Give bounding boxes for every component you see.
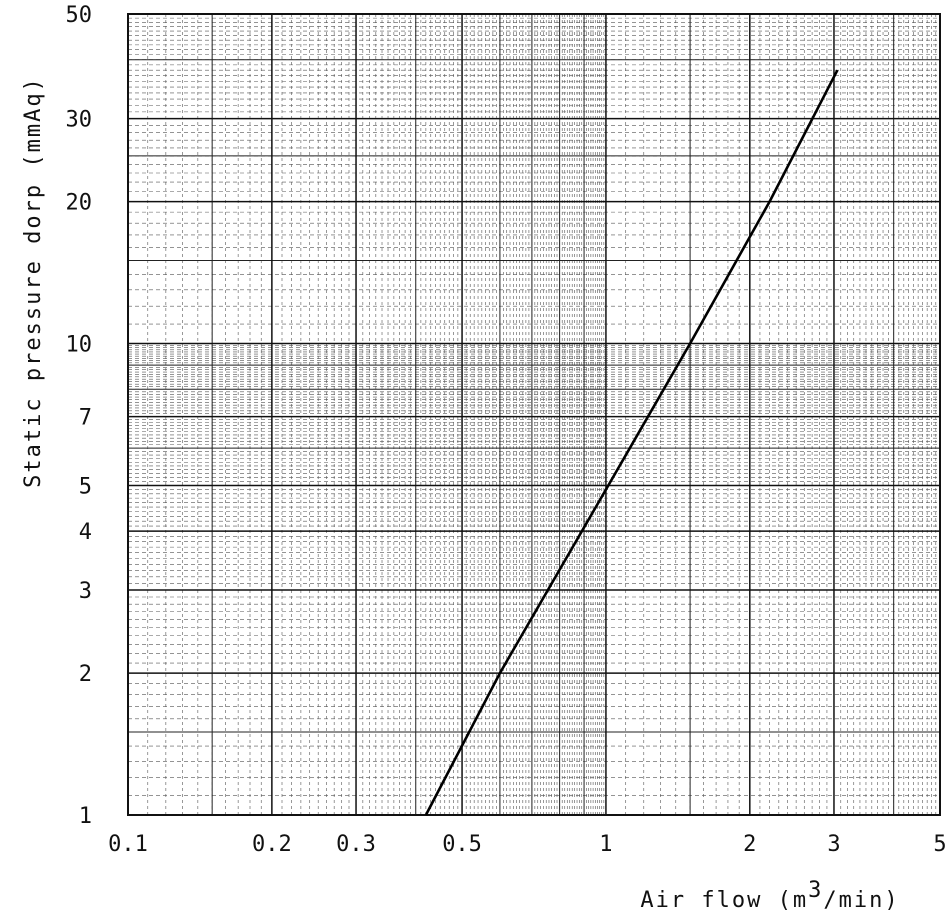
x-axis-title-superscript: 3 (808, 878, 823, 903)
x-tick-label: 0.2 (252, 832, 292, 857)
x-tick-label: 2 (743, 832, 756, 857)
y-tick-label: 3 (79, 579, 92, 604)
y-tick-labels: 1 2 3 4 5 7 10 20 30 50 (66, 3, 93, 829)
minor-gridlines (128, 14, 940, 815)
y-tick-label: 50 (66, 3, 93, 28)
y-tick-label: 4 (79, 520, 92, 545)
pressure-drop-line (424, 69, 839, 816)
x-tick-label: 0.3 (336, 832, 376, 857)
x-axis-title-unit: /min) (823, 888, 899, 913)
y-tick-label: 5 (79, 474, 92, 499)
y-tick-label: 10 (66, 333, 93, 358)
x-tick-label: 0.1 (108, 832, 148, 857)
x-tick-label: 3 (827, 832, 840, 857)
y-axis-title: Static pressure dorp (mmAq) (21, 76, 46, 488)
x-tick-labels: 0.1 0.2 0.3 0.5 1 2 3 5 (108, 832, 946, 857)
x-axis-title: Air flow (m3/min) (640, 878, 899, 913)
y-tick-label: 30 (66, 108, 93, 133)
y-tick-label: 1 (79, 804, 92, 829)
y-tick-label: 7 (79, 406, 92, 431)
plot-frame (127, 13, 941, 816)
x-tick-label: 1 (599, 832, 612, 857)
x-tick-label: 0.5 (442, 832, 482, 857)
x-tick-label: 5 (933, 832, 946, 857)
series-layer (424, 69, 839, 816)
y-tick-label: 2 (79, 662, 92, 687)
x-axis-title-main: Air flow (m (640, 888, 808, 913)
y-tick-label: 20 (66, 191, 93, 216)
